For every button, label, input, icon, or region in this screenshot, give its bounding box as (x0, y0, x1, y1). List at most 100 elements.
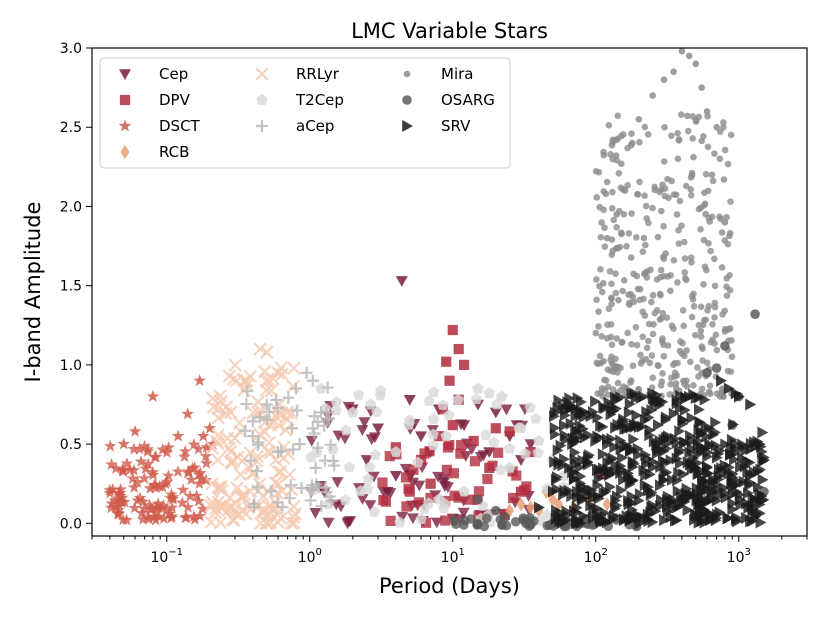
data-point (271, 418, 286, 432)
data-point (677, 338, 684, 345)
data-point (666, 473, 678, 486)
data-point (695, 205, 703, 213)
data-point (183, 489, 197, 502)
data-point (695, 501, 707, 514)
data-point (340, 424, 352, 436)
x-axis: 10−1 100 101 102 103 (91, 536, 808, 566)
data-point (657, 382, 665, 389)
data-point (377, 477, 388, 488)
data-point (735, 461, 746, 474)
data-point (675, 240, 683, 247)
data-point (607, 150, 614, 158)
data-point (218, 406, 233, 421)
data-point (364, 461, 376, 473)
data-point (641, 241, 649, 249)
legend-label: RCB (159, 143, 189, 161)
data-point (193, 509, 207, 522)
data-point (447, 419, 458, 431)
data-point (165, 488, 178, 500)
data-point (711, 282, 719, 290)
data-point (347, 406, 359, 418)
data-point (599, 402, 611, 415)
data-point (582, 428, 594, 441)
data-point (639, 333, 647, 341)
data-point (642, 202, 650, 210)
data-point (197, 429, 210, 442)
data-point (684, 446, 696, 459)
data-point (365, 398, 377, 410)
data-point (727, 131, 735, 139)
data-point (651, 447, 663, 460)
data-point (594, 360, 602, 368)
data-point (684, 127, 692, 135)
data-point (659, 338, 666, 345)
data-point (668, 407, 680, 420)
data-point (457, 507, 470, 519)
data-point (618, 339, 626, 346)
data-point (396, 511, 409, 523)
data-point (646, 404, 658, 417)
data-point (697, 333, 705, 340)
data-point (733, 390, 745, 403)
data-point (719, 487, 731, 500)
legend-label: DPV (159, 91, 191, 109)
data-point (325, 494, 338, 507)
data-point (692, 456, 704, 469)
data-point (369, 449, 381, 460)
data-point (657, 207, 665, 215)
data-point (408, 464, 419, 475)
data-point (666, 390, 674, 398)
data-point (668, 494, 680, 507)
data-point (519, 447, 531, 459)
data-point (727, 198, 734, 205)
data-point (620, 211, 628, 218)
data-point (694, 416, 706, 429)
data-point (438, 502, 450, 513)
data-point (427, 386, 440, 398)
data-point (515, 486, 527, 497)
data-point (612, 418, 624, 431)
data-point (689, 296, 697, 303)
data-point (706, 382, 714, 389)
data-point (679, 307, 687, 314)
data-point (608, 204, 616, 212)
data-point (246, 415, 259, 428)
data-point (147, 478, 161, 491)
data-point (572, 485, 584, 498)
data-point (114, 495, 128, 508)
data-point (160, 445, 174, 458)
data-point (605, 467, 616, 480)
data-point (308, 427, 321, 440)
data-point (368, 506, 381, 517)
legend-marker (256, 120, 268, 132)
data-point (624, 329, 631, 337)
data-point (754, 438, 766, 451)
data-point (726, 232, 733, 240)
legend-item-mira: Mira (403, 65, 473, 83)
data-point (223, 405, 238, 420)
data-point (127, 442, 141, 455)
data-point (306, 422, 319, 435)
data-point (187, 438, 201, 450)
data-point (166, 490, 180, 503)
data-point (678, 468, 690, 481)
data-point (661, 185, 669, 192)
data-point (697, 226, 704, 233)
y-tick-label: 2.0 (60, 199, 82, 215)
legend-marker (120, 144, 130, 160)
data-point (685, 429, 696, 442)
data-point (611, 393, 623, 406)
data-point (615, 170, 623, 177)
data-point (309, 508, 322, 519)
legend-marker (255, 67, 269, 81)
data-point (284, 479, 297, 492)
data-point (260, 413, 273, 426)
data-point (473, 494, 483, 505)
data-point (372, 423, 384, 435)
data-point (146, 389, 160, 402)
data-point (474, 451, 487, 463)
data-point (641, 123, 649, 131)
data-point (151, 497, 165, 509)
data-point (438, 474, 451, 485)
legend-label: RRLyr (296, 65, 340, 83)
